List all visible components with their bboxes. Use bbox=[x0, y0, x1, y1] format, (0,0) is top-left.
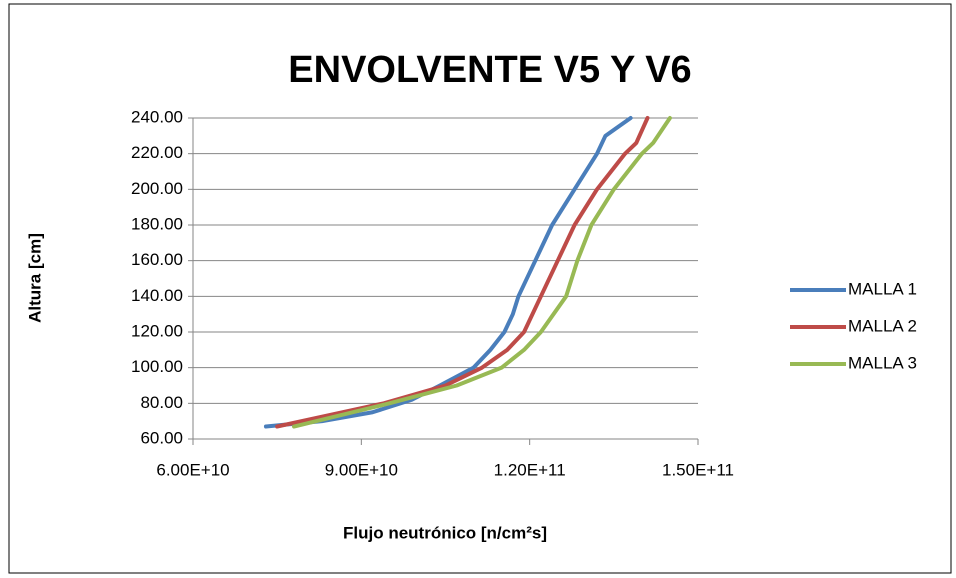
x-tick-label: 1.20E+11 bbox=[494, 460, 566, 479]
y-tick-label: 220.00 bbox=[131, 143, 183, 162]
y-tick-label: 140.00 bbox=[131, 286, 183, 305]
y-tick-label: 180.00 bbox=[131, 214, 183, 233]
x-tick-label: 1.50E+11 bbox=[662, 460, 734, 479]
x-tick-label: 6.00E+10 bbox=[156, 460, 229, 479]
series-line bbox=[292, 116, 672, 429]
y-tick-label: 120.00 bbox=[131, 321, 183, 340]
chart-title: ENVOLVENTE V5 Y V6 bbox=[288, 49, 691, 91]
legend-label: MALLA 2 bbox=[848, 316, 917, 335]
legend-label: MALLA 3 bbox=[848, 353, 917, 372]
legend-label: MALLA 1 bbox=[848, 279, 917, 298]
y-tick-label: 80.00 bbox=[140, 393, 183, 412]
y-tick-label: 200.00 bbox=[131, 179, 183, 198]
y-tick-label: 160.00 bbox=[131, 250, 183, 269]
series-line bbox=[263, 116, 633, 429]
series-line bbox=[275, 116, 650, 429]
y-axis-label: Altura [cm] bbox=[25, 233, 44, 323]
x-tick-label: 9.00E+10 bbox=[325, 460, 398, 479]
x-axis-label: Flujo neutrónico [n/cm²s] bbox=[343, 523, 547, 542]
y-tick-label: 100.00 bbox=[131, 357, 183, 376]
y-tick-label: 240.00 bbox=[131, 107, 183, 126]
y-tick-label: 60.00 bbox=[140, 428, 183, 447]
